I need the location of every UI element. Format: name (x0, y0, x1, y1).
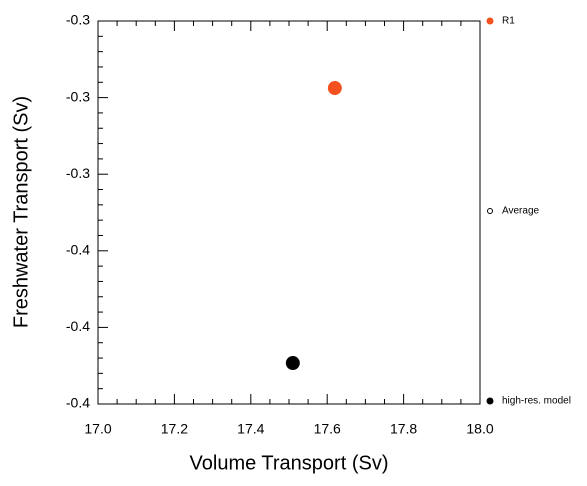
x-tick-label: 17.8 (390, 421, 417, 437)
y-tick-label: -0.4 (66, 318, 90, 334)
y-tick-label: -0.3 (66, 165, 90, 181)
x-tick-label: 18.0 (466, 421, 493, 437)
x-tick-label: 17.4 (237, 421, 264, 437)
point (327, 81, 342, 96)
legend-marker (487, 208, 493, 214)
legend-label: R1 (502, 16, 515, 27)
y-tick-label: -0.3 (66, 12, 90, 28)
y-tick-label: -0.4 (66, 395, 90, 411)
legend-marker (486, 397, 494, 405)
x-tick-label: 17.2 (161, 421, 188, 437)
legend-label: Average (502, 206, 540, 217)
legend-label: high-res. model (502, 396, 571, 407)
y-axis-title: Freshwater Transport (Sv) (10, 96, 32, 328)
plot-frame (97, 20, 481, 405)
x-axis-title: Volume Transport (Sv) (190, 452, 389, 474)
point (285, 356, 300, 371)
y-tick-label: -0.4 (66, 242, 90, 258)
x-tick-label: 17.0 (84, 421, 111, 437)
y-tick-label: -0.3 (66, 88, 90, 104)
x-tick-label: 17.6 (314, 421, 341, 437)
legend-marker (486, 17, 494, 25)
